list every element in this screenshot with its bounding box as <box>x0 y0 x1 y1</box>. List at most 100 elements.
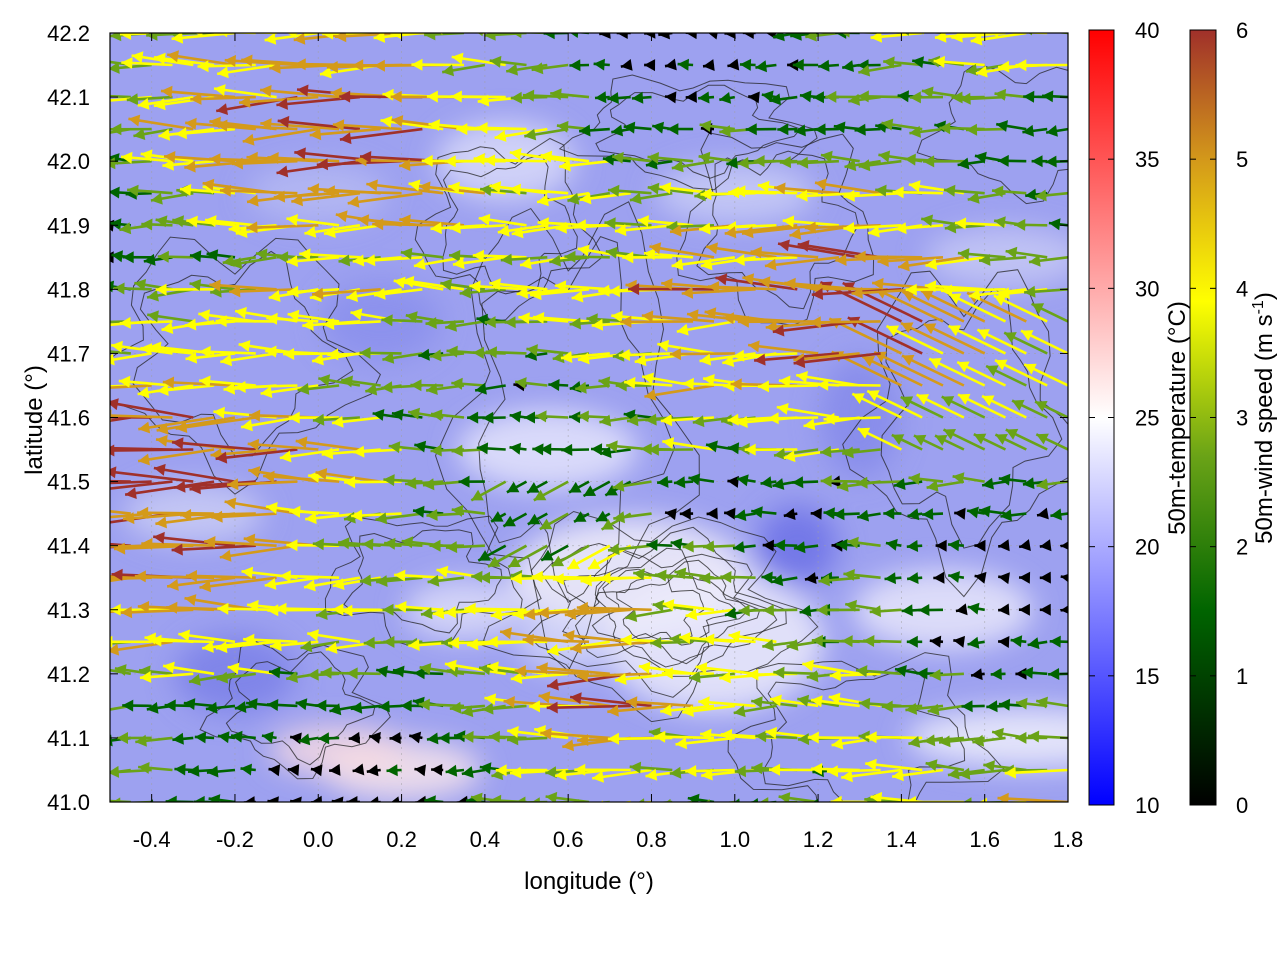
y-tick-label: 41.5 <box>47 470 90 495</box>
wind-vector <box>166 576 236 591</box>
wind-vector-head <box>98 319 109 331</box>
wind-vector <box>994 359 1048 387</box>
wind-vector <box>399 214 465 227</box>
wind-vector-head <box>897 90 909 103</box>
wind-vector-head <box>81 573 92 585</box>
y-axis-ticks: 41.041.141.241.341.441.541.641.741.841.9… <box>47 21 1068 815</box>
wind-vector <box>573 511 590 523</box>
wind-vector-head <box>669 348 681 361</box>
wind-vector-head <box>736 474 749 487</box>
wind-vector-head <box>179 183 192 196</box>
wind-vector-head <box>758 276 771 289</box>
wind-vector <box>162 661 215 676</box>
wind-vector-head <box>921 86 934 99</box>
wind-vector <box>574 763 631 776</box>
wind-vector <box>1022 124 1048 137</box>
wind-vector <box>657 475 673 488</box>
wind-vector-head <box>854 123 866 136</box>
wind-vector <box>1018 571 1031 584</box>
wind-colorbar-title-end: ) <box>1251 292 1278 300</box>
wind-vector-head <box>650 636 662 649</box>
wind-vector-head <box>302 318 314 331</box>
wind-vector <box>311 287 381 300</box>
wind-vector-head <box>608 285 620 298</box>
wind-vector-head <box>402 275 415 288</box>
wind-vector <box>958 767 1006 780</box>
wind-vector <box>1005 246 1048 259</box>
wind-vector <box>516 287 569 299</box>
wind-vector-head <box>312 353 324 366</box>
wind-vector <box>312 413 360 426</box>
wind-vector <box>574 219 631 232</box>
wind-vector-head <box>295 436 308 449</box>
wind-vector-head <box>86 54 98 66</box>
wind-vector <box>748 91 760 104</box>
wind-vector-shaft <box>110 510 131 515</box>
wind-vector-head <box>346 796 358 802</box>
wind-vector-head <box>994 216 1006 229</box>
wind-vector <box>1035 696 1068 709</box>
wind-vector-head <box>1022 477 1035 490</box>
wind-vector-head <box>813 798 819 802</box>
wind-vector <box>1028 254 1068 267</box>
wind-vector-head <box>74 59 85 71</box>
wind-vector <box>908 472 944 485</box>
wind-vector-head <box>389 732 401 744</box>
wind-vector-head <box>661 278 673 291</box>
wind-vector <box>677 58 694 71</box>
wind-vector <box>593 58 610 71</box>
wind-vector <box>110 384 111 386</box>
wind-vector-head <box>304 579 316 592</box>
wind-vector <box>894 222 944 235</box>
wind-vector <box>322 318 381 330</box>
wind-vector-head <box>577 244 590 257</box>
wind-vector-head <box>490 608 503 621</box>
wind-vector <box>289 505 340 518</box>
wind-vector-shaft <box>242 127 319 143</box>
wind-vector-head <box>563 630 575 642</box>
wind-vector-head <box>509 410 522 423</box>
wind-vector <box>745 123 777 136</box>
wind-vector-head <box>489 181 502 193</box>
wind-vector <box>804 221 881 234</box>
wind-vector-head <box>110 398 119 411</box>
wind-vector <box>995 120 1027 132</box>
wind-vector <box>195 33 256 38</box>
wind-vector <box>981 477 1006 490</box>
wind-vector-head <box>537 217 549 229</box>
wind-vector <box>759 797 798 802</box>
wind-vector <box>698 696 756 709</box>
wind-vector-head <box>755 60 767 73</box>
wind-vector-head <box>457 795 468 802</box>
wind-vector-shaft <box>110 542 131 547</box>
wind-vector-head <box>796 156 809 169</box>
wind-vector-head <box>748 91 760 104</box>
wind-vector-shaft <box>707 285 777 291</box>
wind-vector <box>612 151 652 164</box>
wind-vector <box>856 476 902 489</box>
wind-vector-head <box>799 604 812 617</box>
wind-vector <box>202 640 256 653</box>
wind-vector <box>174 480 256 493</box>
wind-vector-head <box>140 149 153 162</box>
wind-vector-head <box>408 639 420 651</box>
wind-vector-head <box>957 248 970 260</box>
wind-vector-head <box>172 437 184 450</box>
wind-vector-head <box>155 283 167 296</box>
wind-vector <box>901 354 965 387</box>
wind-vector <box>900 321 965 355</box>
wind-vector-head <box>977 329 990 340</box>
wind-vector-shaft <box>724 224 798 235</box>
wind-vector <box>110 480 173 490</box>
wind-vector-head <box>569 411 581 424</box>
wind-vector-head <box>809 316 821 329</box>
wind-vector-head <box>948 325 961 336</box>
wind-vector-head <box>472 249 484 262</box>
wind-vector <box>906 540 923 552</box>
wind-vector-head <box>974 539 986 552</box>
x-axis-title: longitude (°) <box>524 868 654 895</box>
wind-vector-head <box>489 278 501 291</box>
wind-vector-shaft <box>110 414 173 419</box>
wind-vector-head <box>926 480 939 492</box>
wind-vector-head <box>912 56 924 69</box>
